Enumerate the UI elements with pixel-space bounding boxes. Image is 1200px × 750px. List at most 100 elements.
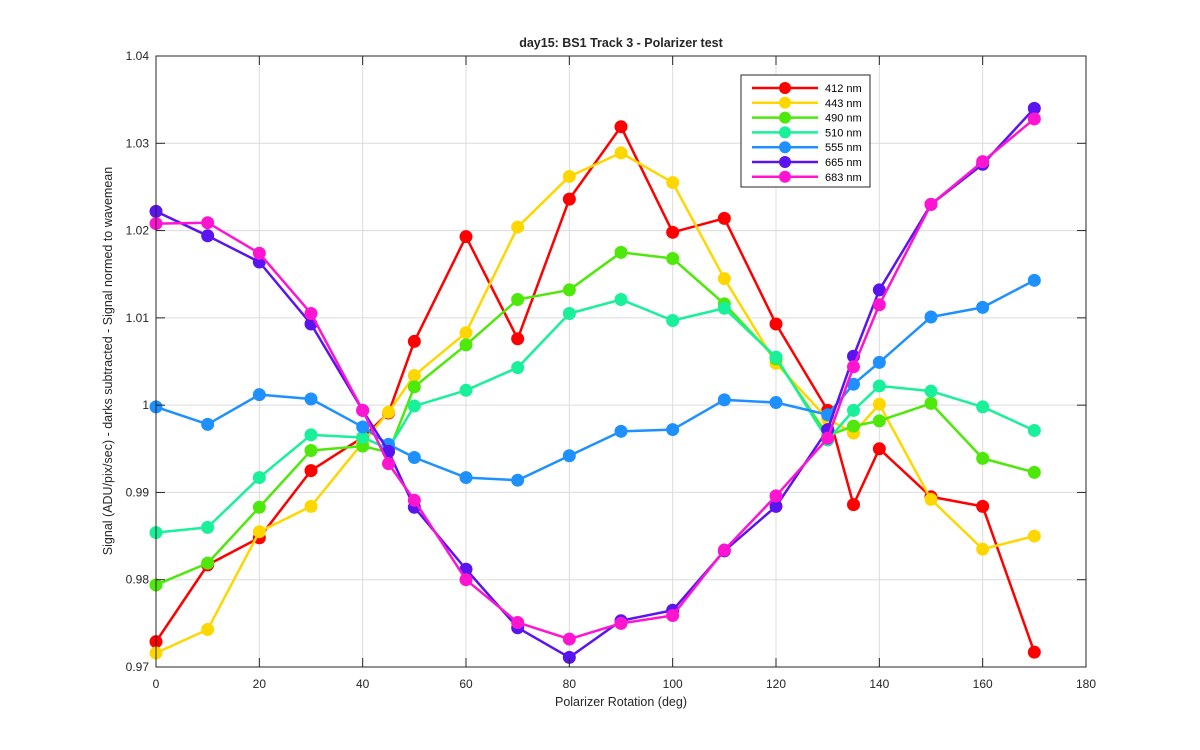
data-point bbox=[614, 245, 628, 259]
x-tick-label: 60 bbox=[459, 677, 473, 691]
data-point bbox=[1027, 645, 1041, 659]
data-point bbox=[717, 272, 731, 286]
data-point bbox=[407, 380, 421, 394]
data-point bbox=[511, 473, 525, 487]
data-point bbox=[407, 368, 421, 382]
data-point bbox=[847, 360, 860, 374]
y-tick-label: 1 bbox=[142, 398, 149, 412]
data-point bbox=[407, 399, 421, 413]
y-axis-title: Signal (ADU/pix/sec) - darks subtracted … bbox=[101, 167, 115, 555]
legend-item: 665 nm bbox=[752, 156, 862, 169]
legend-marker bbox=[779, 156, 791, 168]
data-point bbox=[304, 392, 318, 406]
data-point bbox=[769, 317, 783, 331]
data-point bbox=[717, 211, 731, 225]
data-point bbox=[304, 499, 318, 513]
x-tick-label: 100 bbox=[663, 677, 683, 691]
series-490-nm bbox=[149, 245, 1041, 592]
y-tick-label: 0.98 bbox=[126, 573, 150, 587]
legend-label: 665 nm bbox=[825, 157, 862, 169]
data-point bbox=[614, 293, 628, 307]
legend-marker bbox=[779, 82, 791, 94]
data-point bbox=[872, 379, 886, 393]
data-point bbox=[562, 449, 576, 463]
data-point bbox=[407, 493, 421, 507]
data-point bbox=[459, 573, 473, 587]
legend: 412 nm 443 nm 490 nm 510 nm 555 nm 665 nm 683 … bbox=[740, 74, 871, 188]
data-point bbox=[252, 246, 266, 260]
data-point bbox=[511, 615, 525, 629]
data-point bbox=[769, 350, 783, 364]
data-point bbox=[666, 423, 680, 437]
data-point bbox=[1027, 423, 1041, 437]
data-point bbox=[976, 542, 990, 556]
data-point bbox=[356, 420, 370, 434]
x-tick-label: 160 bbox=[973, 677, 993, 691]
data-point bbox=[717, 301, 731, 315]
legend-item: 510 nm bbox=[752, 126, 862, 139]
data-point bbox=[976, 451, 990, 465]
data-point bbox=[459, 383, 473, 397]
data-point bbox=[924, 310, 938, 324]
data-point bbox=[356, 403, 370, 417]
x-tick-label: 120 bbox=[766, 677, 786, 691]
series-555-nm bbox=[149, 273, 1041, 487]
data-point bbox=[666, 176, 680, 190]
axis-ticks bbox=[155, 55, 1087, 668]
data-point bbox=[924, 396, 938, 410]
data-point bbox=[717, 543, 731, 557]
data-point bbox=[872, 355, 886, 369]
x-tick-label: 0 bbox=[153, 677, 160, 691]
data-point bbox=[976, 499, 990, 513]
data-point bbox=[511, 220, 525, 234]
legend-marker bbox=[779, 111, 791, 124]
data-point bbox=[252, 388, 266, 402]
data-point bbox=[666, 252, 680, 266]
data-point bbox=[562, 169, 576, 183]
data-point bbox=[872, 283, 886, 297]
legend-item: 555 nm bbox=[752, 141, 862, 154]
data-point bbox=[407, 451, 421, 465]
data-point bbox=[1027, 112, 1041, 126]
data-point bbox=[614, 616, 628, 630]
legend-marker bbox=[779, 170, 791, 183]
data-point bbox=[666, 225, 680, 239]
data-point bbox=[201, 622, 215, 636]
data-point bbox=[511, 293, 525, 307]
x-axis-title: Polarizer Rotation (deg) bbox=[555, 695, 687, 709]
x-tick-label: 80 bbox=[563, 677, 577, 691]
data-point bbox=[821, 431, 835, 445]
data-point bbox=[459, 230, 473, 244]
y-tick-label: 1.04 bbox=[126, 49, 150, 63]
data-point bbox=[252, 525, 266, 539]
x-tick-label: 180 bbox=[1076, 677, 1096, 691]
data-point bbox=[1027, 529, 1041, 543]
legend-marker bbox=[779, 96, 791, 109]
data-point bbox=[252, 471, 266, 485]
data-point bbox=[459, 471, 473, 485]
data-point bbox=[872, 298, 886, 312]
legend-label: 412 nm bbox=[825, 83, 862, 95]
series-683-nm bbox=[149, 112, 1041, 646]
series-group bbox=[149, 101, 1041, 664]
data-point bbox=[666, 313, 680, 327]
data-point bbox=[872, 442, 886, 456]
data-point bbox=[614, 146, 628, 160]
data-point bbox=[769, 396, 783, 410]
data-point bbox=[924, 492, 938, 506]
data-point bbox=[847, 498, 860, 512]
y-tick-label: 0.99 bbox=[126, 485, 150, 499]
data-point bbox=[872, 397, 886, 411]
legend-item: 443 nm bbox=[752, 96, 862, 110]
data-point bbox=[201, 216, 215, 230]
legend-label: 490 nm bbox=[825, 113, 862, 125]
data-point bbox=[382, 457, 395, 471]
data-point bbox=[201, 229, 215, 243]
legend-label: 683 nm bbox=[825, 172, 862, 184]
data-point bbox=[1027, 465, 1041, 479]
legend-item: 412 nm bbox=[752, 82, 862, 95]
y-tick-label: 0.97 bbox=[126, 660, 150, 674]
data-point bbox=[304, 444, 318, 458]
data-point bbox=[252, 500, 266, 514]
data-point bbox=[614, 120, 628, 134]
